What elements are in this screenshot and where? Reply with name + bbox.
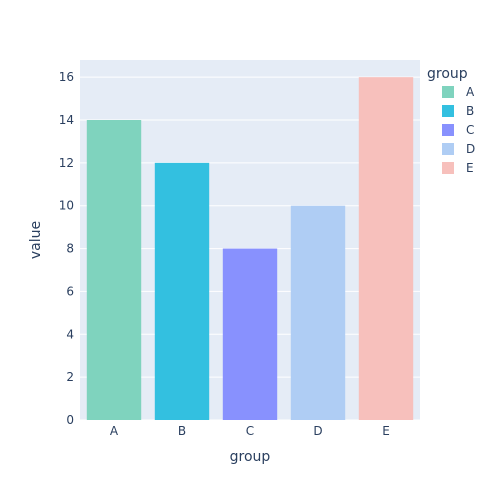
legend-label: C <box>466 123 474 137</box>
legend-item-D[interactable]: D <box>442 142 475 156</box>
x-tick-label: D <box>313 424 322 438</box>
y-tick-label: 0 <box>66 413 74 427</box>
y-tick-label: 14 <box>59 113 74 127</box>
legend-item-B[interactable]: B <box>442 104 474 118</box>
y-axis-ticks: 0 2 4 6 8 10 12 14 16 <box>59 70 74 427</box>
bar-D[interactable] <box>290 205 346 420</box>
legend-label: E <box>466 161 474 175</box>
legend-swatch <box>442 105 454 117</box>
legend-swatch <box>442 124 454 136</box>
x-axis-title: group <box>230 449 271 465</box>
y-tick-label: 6 <box>66 284 74 298</box>
bars <box>86 77 414 421</box>
y-tick-label: 16 <box>59 70 74 84</box>
legend-swatch <box>442 162 454 174</box>
y-tick-label: 2 <box>66 370 74 384</box>
y-tick-label: 4 <box>66 327 74 341</box>
legend-item-E[interactable]: E <box>442 161 474 175</box>
y-axis-title: value <box>28 221 44 259</box>
x-tick-label: C <box>246 424 254 438</box>
legend-label: B <box>466 104 474 118</box>
x-axis-ticks: A B C D E <box>110 424 390 438</box>
legend-item-A[interactable]: A <box>442 85 475 99</box>
legend-label: A <box>466 85 475 99</box>
legend-label: D <box>466 142 475 156</box>
x-tick-label: B <box>178 424 186 438</box>
bar-A[interactable] <box>86 120 142 420</box>
y-tick-label: 10 <box>59 199 74 213</box>
y-tick-label: 8 <box>66 242 74 256</box>
x-tick-label: A <box>110 424 119 438</box>
bar-C[interactable] <box>222 248 278 420</box>
y-tick-label: 12 <box>59 156 74 170</box>
bar-B[interactable] <box>154 162 210 420</box>
x-tick-label: E <box>382 424 390 438</box>
legend-swatch <box>442 143 454 155</box>
legend-title: group <box>427 66 468 82</box>
bar-E[interactable] <box>358 77 414 421</box>
legend-item-C[interactable]: C <box>442 123 474 137</box>
legend-swatch <box>442 86 454 98</box>
